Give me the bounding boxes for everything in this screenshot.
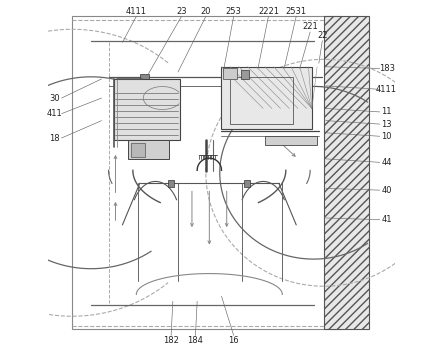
Bar [241,70,249,79]
Bar [222,67,312,129]
Text: 40: 40 [381,186,392,195]
Bar [140,74,148,79]
Text: 2531: 2531 [286,7,307,16]
Bar [244,180,250,187]
Text: 16: 16 [228,336,239,345]
Text: 23: 23 [176,7,187,16]
Text: 4111: 4111 [126,7,147,16]
Text: 30: 30 [49,94,60,103]
Bar [230,77,293,124]
Text: 221: 221 [302,22,318,31]
Bar [324,16,369,329]
Text: 18: 18 [49,134,60,142]
Text: 11: 11 [381,107,392,117]
Text: 2221: 2221 [258,7,279,16]
Text: 22: 22 [317,31,327,40]
Text: 253: 253 [226,7,241,16]
Text: 44: 44 [381,158,392,167]
Bar [167,180,174,187]
Bar [128,140,169,159]
Text: 20: 20 [201,7,211,16]
Text: 183: 183 [379,64,395,73]
Bar [131,143,145,157]
Text: 184: 184 [187,336,203,345]
Text: 10: 10 [381,132,392,141]
Text: 13: 13 [381,120,392,128]
Text: 411: 411 [47,109,62,118]
Text: 182: 182 [163,336,179,345]
Text: 4111: 4111 [376,85,397,94]
Bar [265,136,317,145]
Bar [114,79,180,140]
Text: 41: 41 [381,215,392,224]
Bar [223,68,237,79]
Bar [72,16,342,329]
